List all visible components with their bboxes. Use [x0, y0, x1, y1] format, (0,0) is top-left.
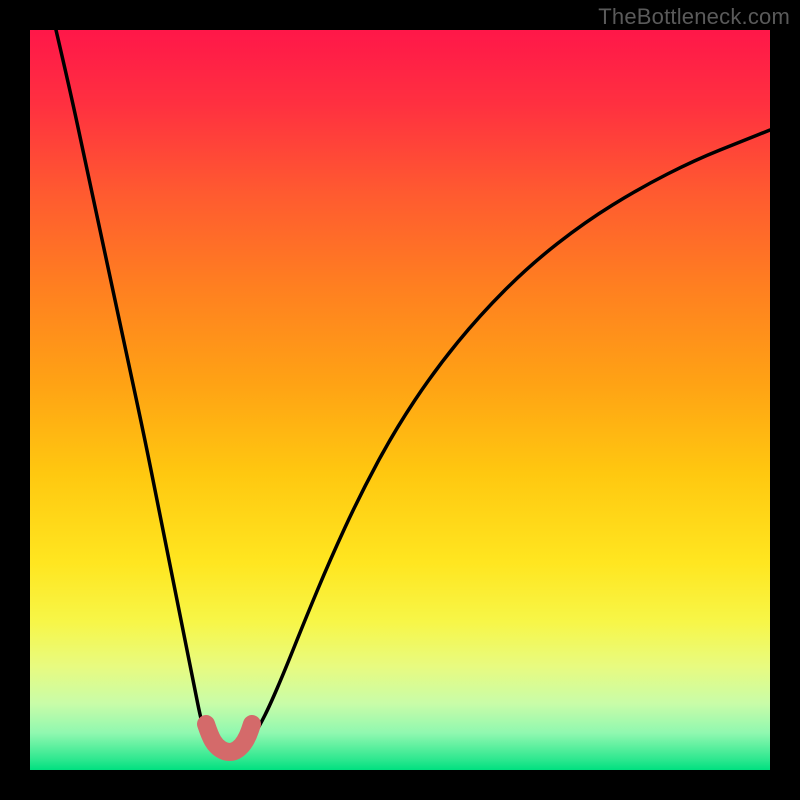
bottleneck-chart: [0, 0, 800, 800]
plot-background-gradient: [30, 30, 770, 770]
chart-container: TheBottleneck.com: [0, 0, 800, 800]
watermark-text: TheBottleneck.com: [598, 4, 790, 30]
